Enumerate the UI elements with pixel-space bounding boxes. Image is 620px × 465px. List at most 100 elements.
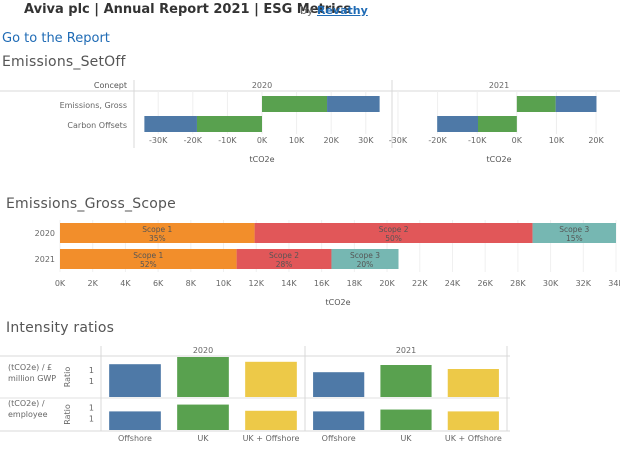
setoff-bar-2021-1-1[interactable] [437,116,478,132]
dashboard-title: Aviva plc | Annual Report 2021 | ESG Met… [24,2,352,17]
x-tick-label: 6K [153,279,164,288]
category-label-1: UK [197,434,209,443]
x-tick-label: 4K [120,279,131,288]
x-tick-label: 20K [379,279,395,288]
emissions-setoff-chart[interactable]: Concept Emissions, Gross Carbon Offsets 202… [0,74,620,174]
x-tick-label: -20K [428,136,447,145]
facet-header-2020: 2020 [252,81,272,90]
setoff-bar-2021-0-0[interactable] [516,96,556,112]
scope-bar-2021-0[interactable] [60,249,237,269]
x-tick-label: 10K [216,279,232,288]
x-tick-label: 30K [543,279,559,288]
ratio-tick-label: 1 [89,377,94,386]
intensity-bar-2021-0-0[interactable] [313,372,365,397]
category-label-1: UK [400,434,412,443]
scope-bar-2021-1[interactable] [236,249,332,269]
ratio-tick-label: 1 [89,366,94,375]
x-tick-label: 10K [289,136,305,145]
x-tick-label: 12K [249,279,265,288]
setoff-bar-2020-0-1[interactable] [327,96,380,112]
x-tick-label: -20K [184,136,203,145]
x-tick-label: 16K [314,279,330,288]
x-tick-label: 34K [608,279,620,288]
x-tick-label: 30K [358,136,374,145]
x-tick-label: -30K [389,136,408,145]
facet-header-2020: 2020 [193,346,213,355]
scope-percent-label: 28% [276,260,293,269]
concept-column-header: Concept [94,81,127,90]
intensity-ratios-chart[interactable]: (tCO2e) / £ million GWP (tCO2e) / employee R… [0,342,620,452]
emissions-setoff-title: Emissions_SetOff [2,54,126,70]
scope-percent-label: 35% [149,234,166,243]
facet-header-2021: 2021 [489,81,509,90]
byline-prefix: by [300,4,314,17]
intensity-bar-2020-1-2[interactable] [245,410,297,430]
intensity-bar-2021-1-2[interactable] [447,411,499,430]
intensity-bar-2021-1-0[interactable] [313,411,365,430]
year-label-2020: 2020 [35,229,55,238]
scope-name-label: Scope 2 [269,251,299,260]
scope-bar-2021-2[interactable] [331,249,399,269]
scope-bar-2020-0[interactable] [60,223,255,243]
facet-header-2021: 2021 [396,346,416,355]
intensity-ratios-title: Intensity ratios [6,320,115,336]
year-label-2021: 2021 [35,255,55,264]
scope-bar-2020-1[interactable] [254,223,533,243]
setoff-bar-2021-0-1[interactable] [555,96,597,112]
x-tick-label: 28K [510,279,526,288]
ratio-axis-label: Ratio [63,367,72,388]
intensity-bar-2021-1-1[interactable] [380,409,432,430]
category-label-2: UK + Offshore [243,434,300,443]
emissions-gross-scope-title: Emissions_Gross_Scope [6,196,176,212]
scope-name-label: Scope 1 [133,251,163,260]
scope-bar-2020-2[interactable] [532,223,616,243]
x-tick-label: 2K [88,279,99,288]
go-to-report-link[interactable]: Go to the Report [2,31,110,46]
intensity-bar-2021-0-2[interactable] [447,369,499,397]
category-label-0: Offshore [322,434,356,443]
row-label-1: Carbon Offsets [67,121,127,130]
row-label-employee-line2: employee [8,410,48,419]
x-axis-label-2020: tCO2e [249,155,274,164]
x-tick-label: -10K [468,136,487,145]
scope-name-label: Scope 2 [379,225,409,234]
category-label-0: Offshore [118,434,152,443]
x-tick-label: 20K [323,136,339,145]
row-label-0: Emissions, Gross [60,101,127,110]
intensity-bar-2021-0-1[interactable] [380,365,432,397]
x-tick-label: 0K [55,279,66,288]
author-link[interactable]: Revathy [317,4,368,17]
scope-percent-label: 20% [357,260,374,269]
row-label-employee-line1: (tCO2e) / [8,399,45,408]
x-tick-label: 0K [512,136,523,145]
scope-name-label: Scope 3 [350,251,380,260]
x-axis-label-2021: tCO2e [486,155,511,164]
setoff-bar-2020-0-0[interactable] [262,96,328,112]
x-tick-label: 0K [257,136,268,145]
intensity-bar-2020-0-1[interactable] [177,357,229,397]
row-label-gwp-line2: million GWP [8,374,56,383]
scope-percent-label: 52% [140,260,157,269]
scope-name-label: Scope 3 [559,225,589,234]
x-tick-label: -30K [149,136,168,145]
intensity-bar-2020-1-0[interactable] [109,411,161,430]
x-axis-label: tCO2e [325,298,350,307]
ratio-tick-label: 1 [89,404,94,413]
row-label-gwp-line1: (tCO2e) / £ [8,363,52,372]
x-tick-label: 22K [412,279,428,288]
emissions-gross-scope-chart[interactable]: 0K 2K 4K 6K 8K 10K 12K 14K 16K 18K 20K 22K 24K 26K 28K… [0,214,620,312]
intensity-bar-2020-1-1[interactable] [177,404,229,430]
setoff-bar-2021-1-0[interactable] [478,116,517,132]
setoff-bar-2020-1-1[interactable] [144,116,197,132]
x-tick-label: -10K [218,136,237,145]
x-tick-label: 8K [186,279,197,288]
scope-name-label: Scope 1 [142,225,172,234]
x-tick-label: 18K [347,279,363,288]
intensity-bar-2020-0-2[interactable] [245,361,297,397]
x-tick-label: 26K [477,279,493,288]
setoff-bar-2020-1-0[interactable] [196,116,262,132]
x-tick-label: 24K [445,279,461,288]
x-tick-label: 10K [549,136,565,145]
intensity-bar-2020-0-0[interactable] [109,364,161,397]
x-tick-label: 20K [588,136,604,145]
